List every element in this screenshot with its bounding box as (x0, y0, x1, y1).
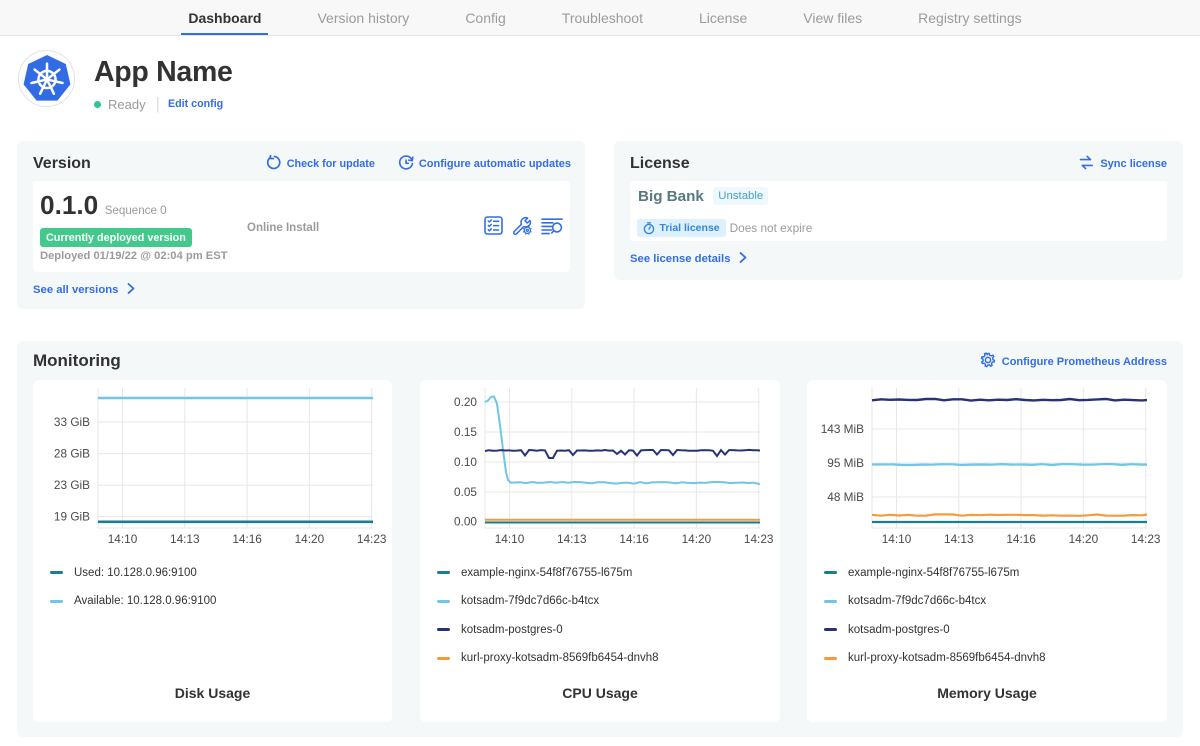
svg-text:14:23: 14:23 (1131, 532, 1161, 546)
svg-text:14:10: 14:10 (108, 532, 138, 546)
svg-text:33 GiB: 33 GiB (54, 415, 90, 429)
svg-text:0.15: 0.15 (454, 425, 477, 439)
svg-text:23 GiB: 23 GiB (54, 478, 90, 492)
svg-text:14:16: 14:16 (1006, 532, 1036, 546)
svg-text:14:13: 14:13 (557, 532, 587, 546)
svg-text:0.10: 0.10 (454, 455, 477, 469)
svg-text:19 GiB: 19 GiB (54, 510, 90, 524)
svg-text:14:20: 14:20 (1069, 532, 1099, 546)
svg-text:48 MiB: 48 MiB (827, 490, 864, 504)
svg-text:14:23: 14:23 (357, 532, 387, 546)
svg-text:0.00: 0.00 (454, 515, 477, 529)
svg-text:0.20: 0.20 (454, 395, 477, 409)
svg-text:0.05: 0.05 (454, 485, 477, 499)
svg-text:95 MiB: 95 MiB (827, 456, 864, 470)
svg-text:14:16: 14:16 (232, 532, 262, 546)
svg-text:28 GiB: 28 GiB (54, 447, 90, 461)
svg-text:14:20: 14:20 (682, 532, 712, 546)
svg-text:14:10: 14:10 (882, 532, 912, 546)
svg-text:14:23: 14:23 (744, 532, 774, 546)
svg-text:14:20: 14:20 (295, 532, 325, 546)
svg-text:14:13: 14:13 (944, 532, 974, 546)
svg-text:14:13: 14:13 (170, 532, 200, 546)
svg-text:143 MiB: 143 MiB (821, 422, 864, 436)
svg-text:14:16: 14:16 (619, 532, 649, 546)
svg-text:14:10: 14:10 (495, 532, 525, 546)
